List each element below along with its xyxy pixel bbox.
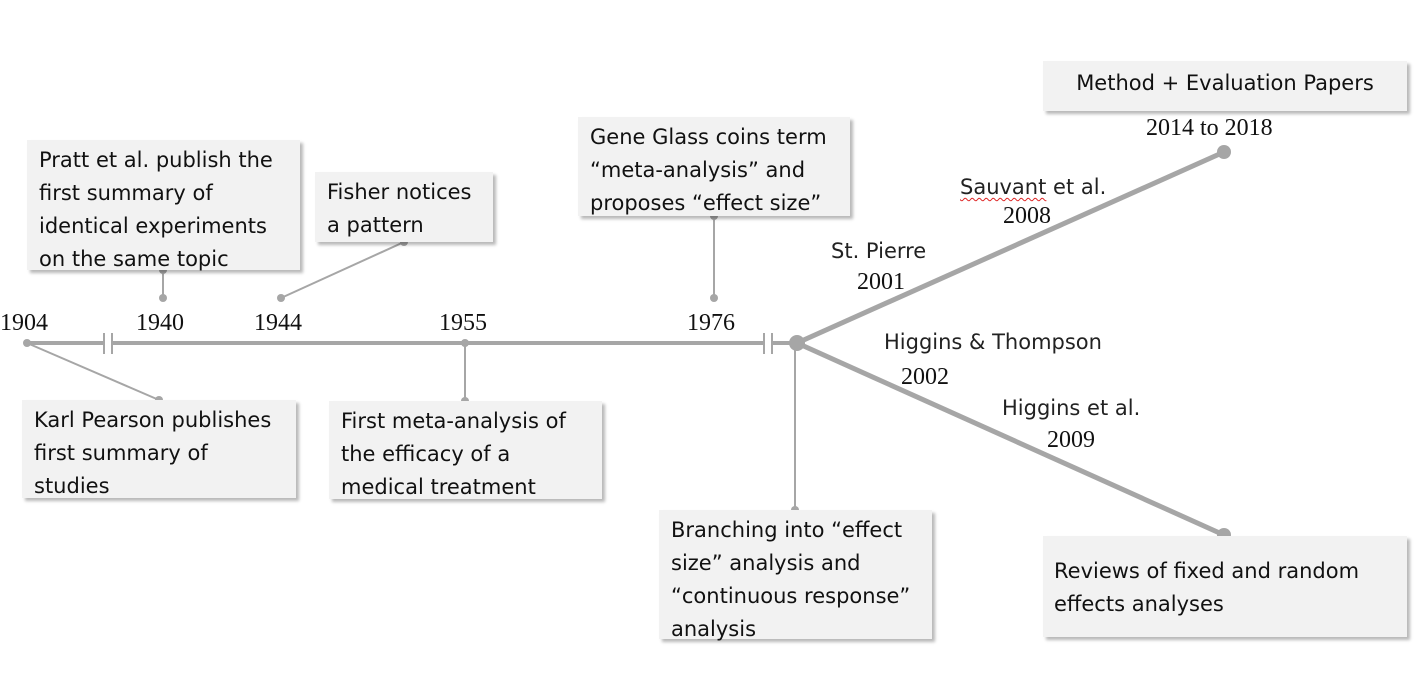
ref-sauvant-spell: Sauvant (960, 175, 1047, 199)
dot-1955 (461, 339, 469, 347)
dot-1904 (23, 339, 31, 347)
event-text-line: “continuous response” (671, 584, 911, 608)
lower-branch-line (795, 340, 1226, 538)
dot-branch-point (789, 335, 805, 351)
year-label-1955: 1955 (439, 310, 487, 336)
year-label-1976: 1976 (687, 310, 735, 336)
upper-branch-title: Method + Evaluation Papers (1076, 71, 1374, 95)
event-text-line: First meta-analysis of (341, 409, 566, 433)
ref-higgins-etal-year: 2009 (1047, 427, 1095, 453)
upper-branch-range: 2014 to 2018 (1146, 115, 1273, 141)
ref-stpierre-year: 2001 (857, 269, 905, 295)
event-text-line: first summary of (34, 441, 208, 465)
event-text-line: studies (34, 474, 110, 498)
event-text-line: proposes “effect size” (590, 191, 822, 215)
event-box-medical: First meta-analysis of the efficacy of a… (329, 401, 602, 499)
lower-branch-title-line: Reviews of fixed and random (1054, 559, 1360, 583)
ref-sauvant-year: 2008 (1003, 203, 1051, 229)
event-text-line: Branching into “effect (671, 518, 903, 542)
year-label-1944: 1944 (254, 310, 302, 336)
event-text-line: analysis (671, 617, 757, 641)
event-text-line: “meta-analysis” and (590, 158, 806, 182)
event-text-line: the efficacy of a (341, 442, 511, 466)
ref-sauvant-rest: et al. (1046, 175, 1107, 199)
axis-break-2 (763, 333, 773, 354)
event-box-pearson: Karl Pearson publishes first summary of … (22, 400, 296, 498)
connector-fisher (280, 241, 405, 299)
event-text-line: identical experiments (39, 214, 267, 238)
axis-break-1 (103, 333, 113, 354)
event-box-branching: Branching into “effect size” analysis an… (659, 510, 932, 641)
ref-higgins-thompson-name: Higgins & Thompson (884, 330, 1102, 354)
dot-1944 (277, 294, 285, 302)
event-text-line: first summary of (39, 181, 213, 205)
year-label-1940: 1940 (136, 310, 184, 336)
lower-branch-title-box: Reviews of fixed and random effects anal… (1043, 536, 1407, 637)
event-text-line: Gene Glass coins term (590, 125, 827, 149)
dot-upper-end (1217, 145, 1231, 159)
connector-pearson (26, 342, 160, 401)
event-box-glass: Gene Glass coins term “meta-analysis” an… (578, 117, 850, 216)
event-box-pratt: Pratt et al. publish the first summary o… (27, 140, 300, 271)
event-text-line: on the same topic (39, 247, 229, 271)
ref-higgins-thompson-year: 2002 (901, 364, 949, 390)
event-text-line: Pratt et al. publish the (39, 148, 273, 172)
upper-branch-title-box: Method + Evaluation Papers (1043, 61, 1407, 111)
event-text-line: Karl Pearson publishes (34, 408, 272, 432)
event-text-line: Fisher notices (327, 180, 472, 204)
lower-branch-title-line: effects analyses (1054, 592, 1224, 616)
upper-branch-line (795, 149, 1226, 346)
event-text-line: size” analysis and (671, 551, 861, 575)
event-box-fisher: Fisher notices a pattern (315, 172, 493, 242)
dot-1976 (710, 294, 718, 302)
event-text-line: medical treatment (341, 475, 536, 499)
ref-higgins-etal-name: Higgins et al. (1002, 396, 1141, 420)
ref-stpierre-name: St. Pierre (831, 239, 927, 263)
dot-1940 (159, 294, 167, 302)
ref-sauvant-name: Sauvant et al. (960, 177, 1106, 198)
year-label-1904: 1904 (0, 310, 48, 336)
event-text-line: a pattern (327, 213, 424, 237)
